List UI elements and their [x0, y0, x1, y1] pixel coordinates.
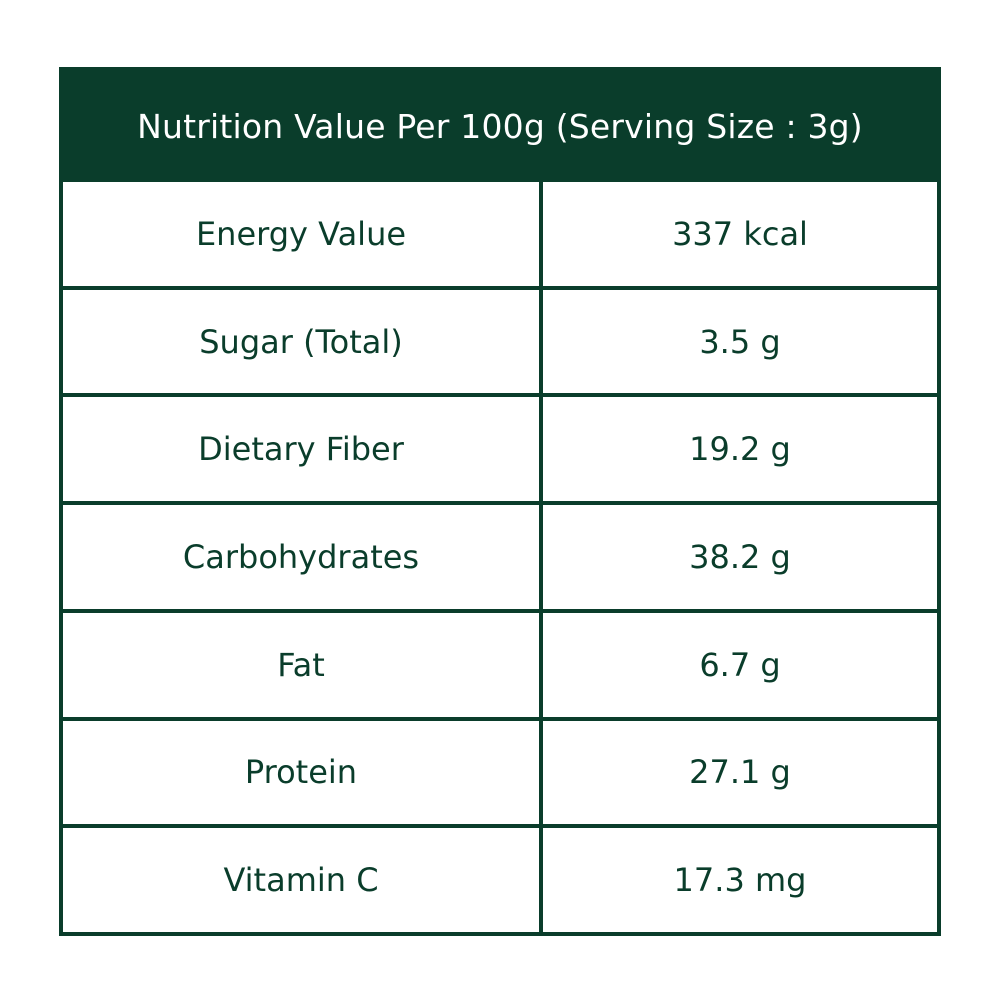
table-row: Fat 6.7 g [63, 608, 937, 717]
table-row: Carbohydrates 38.2 g [63, 501, 937, 609]
nutrient-name: Sugar (Total) [63, 289, 543, 394]
nutrient-value: 19.2 g [689, 430, 791, 469]
nutrient-value: 38.2 g [689, 538, 791, 577]
table-body: Energy Value 337 kcal Sugar (Total) 3.5 … [63, 182, 937, 933]
nutrient-name: Carbohydrates [63, 505, 543, 609]
nutrient-name: Dietary Fiber [63, 397, 543, 502]
nutrient-name: Vitamin C [63, 828, 543, 933]
table-title: Nutrition Value Per 100g (Serving Size :… [63, 71, 937, 182]
table-row: Protein 27.1 g [63, 716, 937, 825]
nutrient-value: 17.3 mg [673, 861, 807, 900]
nutrient-value: 27.1 g [689, 753, 791, 792]
table-row: Energy Value 337 kcal [63, 182, 937, 286]
nutrient-name: Protein [63, 720, 543, 825]
table-row: Dietary Fiber 19.2 g [63, 393, 937, 502]
nutrient-value: 337 kcal [672, 214, 808, 253]
nutrient-name: Fat [63, 612, 543, 717]
table-row: Sugar (Total) 3.5 g [63, 285, 937, 394]
nutrient-name: Energy Value [63, 182, 543, 286]
nutrient-value: 6.7 g [699, 645, 781, 684]
table-row: Vitamin C 17.3 mg [63, 824, 937, 933]
nutrition-table: Nutrition Value Per 100g (Serving Size :… [59, 67, 941, 936]
nutrient-value: 3.5 g [699, 322, 781, 361]
